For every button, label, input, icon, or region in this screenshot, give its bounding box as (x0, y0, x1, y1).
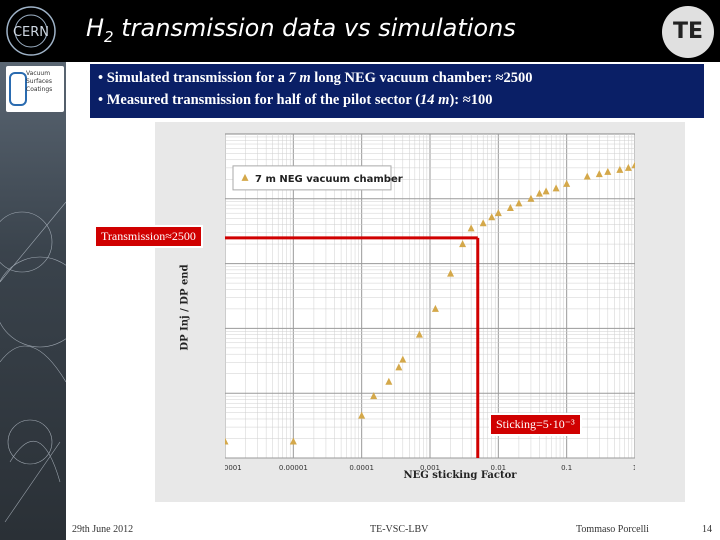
data-point (583, 172, 591, 180)
slide-title: H2 transmission data vs simulations (86, 14, 516, 46)
data-point (467, 224, 475, 232)
data-point (604, 167, 612, 175)
vsc-logo-text: Vacuum Surfaces Coatings (26, 70, 53, 93)
data-point (616, 165, 624, 173)
data-point (488, 213, 496, 221)
footer-author: Tommaso Porcelli (576, 524, 649, 535)
legend-marker (241, 173, 249, 181)
data-point (358, 411, 366, 419)
data-point (595, 170, 603, 178)
svg-text:CERN: CERN (13, 25, 49, 40)
data-point (289, 437, 297, 445)
sticking-annotation: Sticking=5·10⁻³ (489, 413, 582, 436)
data-point (431, 304, 439, 312)
x-axis-label: NEG sticking Factor (403, 470, 517, 480)
sidebar-particle-tracks (0, 201, 66, 523)
data-point (624, 163, 632, 171)
bullet-simulated: • Simulated transmission for a 7 m long … (98, 70, 533, 86)
data-point (399, 355, 407, 363)
bullet-box: • Simulated transmission for a 7 m long … (90, 64, 704, 118)
x-tick-label: 0.00001 (279, 464, 308, 472)
footer-page-number: 14 (702, 524, 712, 535)
legend-box (232, 165, 392, 191)
chart-panel: 0.0000010.000010.00010.0010.010.11110100… (155, 122, 685, 502)
data-point (370, 392, 378, 400)
data-point (542, 187, 550, 195)
transmission-annotation: Transmission≈2500 (94, 225, 203, 248)
sidebar-decoration: Vacuum Surfaces Coatings (0, 62, 66, 540)
bullet-measured: • Measured transmission for half of the … (98, 92, 493, 108)
x-tick-label: 0.01 (491, 464, 507, 472)
data-point (527, 194, 535, 202)
data-point (225, 437, 229, 445)
te-logo: TE (662, 6, 714, 58)
y-axis-label: DP Inj / DP end (179, 264, 191, 351)
data-point (385, 377, 393, 385)
x-tick-label: 1 (633, 464, 635, 472)
data-point (447, 269, 455, 277)
data-point (535, 189, 543, 197)
data-point (552, 184, 560, 192)
data-point (479, 219, 487, 227)
vsc-logo: Vacuum Surfaces Coatings (6, 66, 64, 112)
footer-date: 29th June 2012 (72, 524, 134, 535)
x-tick-label: 0.001 (420, 464, 440, 472)
cern-logo: CERN (6, 6, 56, 56)
data-point (506, 204, 514, 212)
vsc-logo-mark (9, 72, 27, 106)
x-tick-label: 0.1 (561, 464, 572, 472)
transmission-chart: 0.0000010.000010.00010.0010.010.11110100… (225, 133, 635, 480)
data-point (459, 240, 467, 248)
data-point (395, 363, 403, 371)
legend-label: 7 m NEG vacuum chamber (255, 174, 403, 185)
data-point (515, 199, 523, 207)
data-point (563, 179, 571, 187)
data-point (631, 161, 635, 169)
x-tick-label: 0.0001 (349, 464, 374, 472)
data-point (494, 209, 502, 217)
footer-group: TE-VSC-LBV (370, 524, 429, 535)
data-point (415, 330, 423, 338)
slide-header: CERN H2 transmission data vs simulations… (0, 0, 720, 62)
